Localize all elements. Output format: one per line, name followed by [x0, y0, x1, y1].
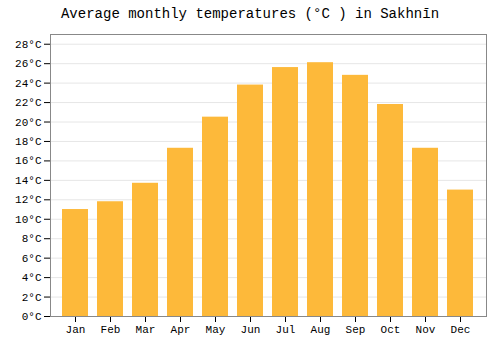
svg-text:Oct: Oct — [381, 324, 401, 336]
html-text:Average monthly temperatures (: Average monthly temperatures (°C ) in Sa… — [61, 6, 439, 22]
svg-text:26°C: 26°C — [15, 58, 42, 70]
svg-text:28°C: 28°C — [15, 39, 42, 51]
svg-text:14°C: 14°C — [15, 175, 42, 187]
svg-text:0°C: 0°C — [22, 311, 42, 323]
svg-text:4°C: 4°C — [22, 272, 42, 284]
svg-text:10°C: 10°C — [15, 214, 42, 226]
svg-text:6°C: 6°C — [22, 253, 42, 265]
svg-text:22°C: 22°C — [15, 97, 42, 109]
svg-text:Feb: Feb — [101, 324, 121, 336]
svg-text:Apr: Apr — [171, 324, 191, 336]
svg-text:16°C: 16°C — [15, 155, 42, 167]
svg-text:Aug: Aug — [311, 324, 331, 336]
svg-text:20°C: 20°C — [15, 117, 42, 129]
svg-text:Dec: Dec — [451, 324, 471, 336]
svg-text:Jan: Jan — [66, 324, 86, 336]
svg-text:May: May — [206, 324, 226, 336]
svg-text:2°C: 2°C — [22, 292, 42, 304]
svg-text:Sep: Sep — [346, 324, 366, 336]
svg-text:24°C: 24°C — [15, 78, 42, 90]
svg-text:Jun: Jun — [241, 324, 261, 336]
svg-text:Nov: Nov — [416, 324, 436, 336]
svg-text:8°C: 8°C — [22, 233, 42, 245]
svg-text:Mar: Mar — [136, 324, 156, 336]
svg-text:12°C: 12°C — [15, 194, 42, 206]
svg-text:Jul: Jul — [276, 324, 296, 336]
svg-text:18°C: 18°C — [15, 136, 42, 148]
